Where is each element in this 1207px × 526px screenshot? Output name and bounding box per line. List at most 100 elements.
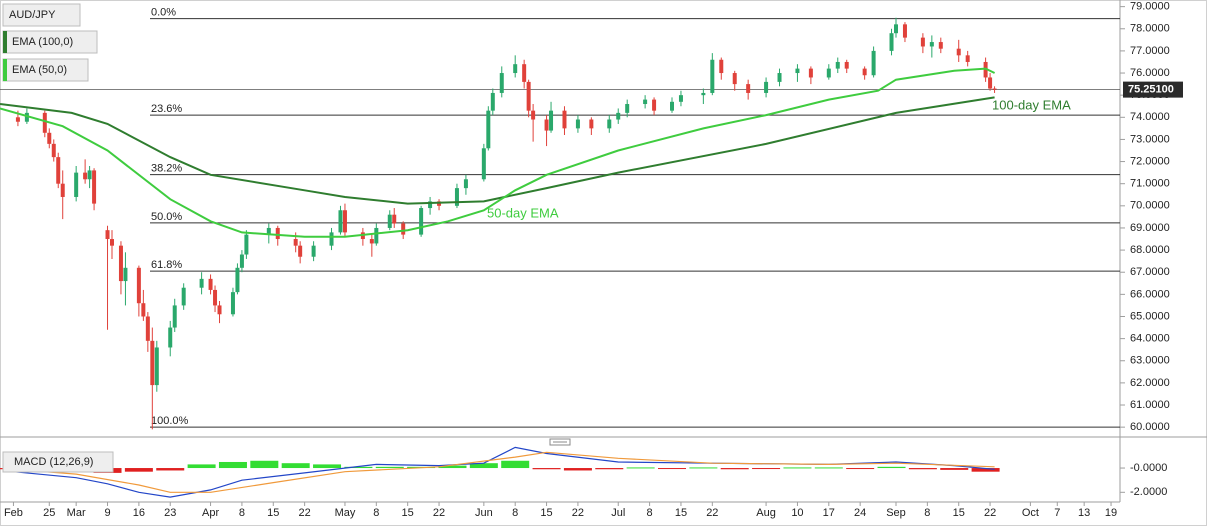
fib-label: 23.6% [151,103,182,115]
symbol-box[interactable] [2,3,81,27]
candle-body [428,201,433,209]
candle-body [168,327,173,348]
candle-body [105,230,110,240]
candle-body [549,110,554,131]
x-tick-label: Jun [475,507,493,519]
histogram-bar [344,466,373,469]
line-series [0,96,995,205]
x-tick-label: Feb [4,507,23,519]
histogram-bar [124,468,153,472]
candle-body [889,33,894,51]
x-tick-label: 15 [540,507,552,519]
candle-body [652,99,657,111]
histogram-bar [187,464,216,469]
last-price-box [1123,81,1183,98]
legend-label: EMA (100,0) [12,36,73,48]
candle-body [490,92,495,111]
y-tick-label: 66.0000 [1130,288,1170,300]
candle-body [145,316,150,341]
candle-body [239,254,244,268]
candle-body [181,287,186,306]
x-tick-label: 8 [647,507,653,519]
candle-body [481,148,486,180]
x-tick-label: 17 [823,507,835,519]
x-tick-label: Aug [756,507,776,519]
candle-body [275,227,280,240]
x-tick-label: 8 [239,507,245,519]
macd-box[interactable] [2,451,114,473]
candle-body [387,214,392,228]
y-tick-label: 68.0000 [1130,244,1170,256]
histogram-bar [877,466,906,469]
legend-swatch [3,31,7,53]
candle-body [983,61,988,78]
y-tick-label: 65.0000 [1130,310,1170,322]
candle-body [902,24,907,38]
candle-body [746,84,751,93]
histogram-bar [532,468,561,470]
candle-body [607,119,612,129]
y-tick-label: 74.0000 [1130,111,1170,123]
candle-body [150,340,155,386]
y-tick-label: 71.0000 [1130,178,1170,190]
candle-body [24,112,29,122]
x-tick-label: 15 [267,507,279,519]
histogram-bar [908,468,937,470]
candle-body [392,214,397,224]
histogram-bar [595,468,624,470]
x-tick-label: 25 [43,507,55,519]
candle-body [965,55,970,62]
histogram-bar [438,465,467,469]
x-tick-label: 16 [133,507,145,519]
x-tick-label: 8 [373,507,379,519]
annotation: 100-day EMA [992,97,1071,112]
fib-label: 50.0% [151,211,182,223]
candle-body [235,267,240,293]
x-tick-label: 19 [1105,507,1117,519]
y-tick-label: 64.0000 [1130,333,1170,345]
candle-body [329,232,334,246]
histogram-bar [846,468,875,470]
candle-body [616,112,621,120]
candle-body [454,188,459,206]
candle-body [92,170,97,204]
x-tick-label: 15 [402,507,414,519]
candle-body [369,239,374,244]
y-tick-label: 60.0000 [1130,421,1170,433]
histogram-bar [375,466,404,469]
candle-body [123,267,128,282]
panel-handle[interactable] [549,438,571,446]
fib-label: 38.2% [151,163,182,175]
candle-body [199,278,204,288]
candle-body [625,104,630,113]
legend-swatch [3,59,7,81]
x-tick-label: 22 [433,507,445,519]
x-tick-label: 10 [791,507,803,519]
y-tick-label: 67.0000 [1130,266,1170,278]
candle-body [15,117,20,122]
histogram-bar [971,468,1000,472]
candle-body [719,59,724,74]
fib-label: 100.0% [151,415,189,427]
candle-body [826,68,831,78]
candle-body [562,110,567,129]
y-tick-label: 70.0000 [1130,200,1170,212]
y-tick-label: 61.0000 [1130,399,1170,411]
x-tick-label: Jul [611,507,625,519]
candle-body [808,68,813,78]
y-tick-label: 76.0000 [1130,67,1170,79]
y-tick-label: 77.0000 [1130,45,1170,57]
histogram-bar [752,468,781,470]
last-price-label: 75.25100 [1128,84,1174,96]
y-tick-label: 62.0000 [1130,377,1170,389]
candle-body [56,157,61,184]
symbol: AUD/JPY [9,9,56,21]
x-tick-label: Apr [202,507,219,519]
candle-body [871,50,876,76]
candle-body [920,37,925,47]
y-tick-label: -2.0000 [1130,486,1167,498]
y-tick-label: 63.0000 [1130,355,1170,367]
candle-body [835,61,840,69]
